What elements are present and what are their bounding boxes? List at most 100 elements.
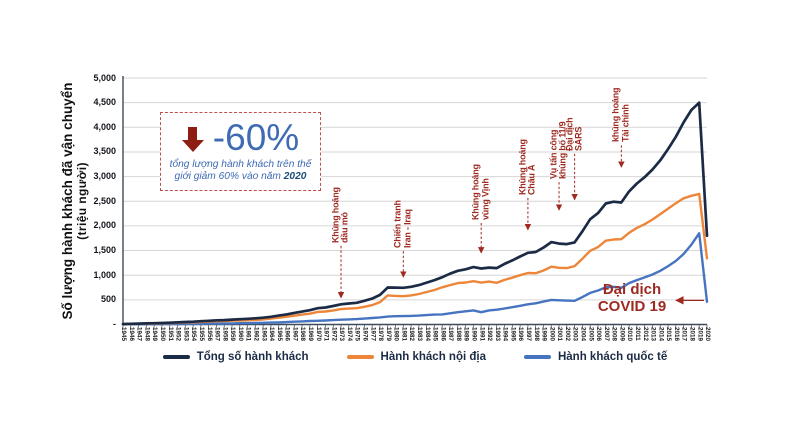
x-tick-2016: 2016 xyxy=(672,327,680,342)
x-tick-2008: 2008 xyxy=(610,327,618,342)
x-tick-1950: 1950 xyxy=(159,327,167,342)
x-tick-1994: 1994 xyxy=(501,327,509,342)
annotation-1997: Khủng hoảng Châu Á xyxy=(517,139,537,195)
annotation-2009: khủng hoảng Tài chính xyxy=(610,87,631,143)
y-tick-1500: 1,500 xyxy=(93,245,116,256)
x-tick-1956: 1956 xyxy=(205,327,213,342)
x-tick-1961: 1961 xyxy=(244,327,252,342)
x-tick-1986: 1986 xyxy=(439,327,447,342)
annotation-text: Iran - Iraq xyxy=(402,209,413,249)
x-tick-1963: 1963 xyxy=(260,327,268,342)
x-tick-1987: 1987 xyxy=(447,327,455,342)
y-tick-3500: 3,500 xyxy=(93,146,116,157)
callout-line1: tổng lượng hành khách trên thế xyxy=(169,158,312,170)
annotation-text: Chiến tranh xyxy=(392,200,403,249)
x-tick-2020: 2020 xyxy=(704,327,712,342)
x-tick-2019: 2019 xyxy=(696,327,704,342)
legend-item-international: Hành khách quốc tế xyxy=(523,351,668,363)
x-tick-2005: 2005 xyxy=(587,327,595,342)
x-tick-1946: 1946 xyxy=(127,327,135,342)
legend: Tổng số hành khách Hành khách nội địa Hà… xyxy=(123,351,707,363)
callout-covid-drop: -60% tổng lượng hành khách trên thế giới… xyxy=(160,112,321,191)
x-tick-1976: 1976 xyxy=(361,327,369,342)
x-tick-2009: 2009 xyxy=(618,327,626,342)
y-tick-0: - xyxy=(113,319,116,329)
annotation-text: khủng hoảng xyxy=(610,87,621,143)
x-tick-1974: 1974 xyxy=(345,327,353,342)
y-tick-3000: 3,000 xyxy=(93,171,116,182)
x-tick-1981: 1981 xyxy=(400,327,408,342)
callout-year: 2020 xyxy=(283,171,307,182)
x-tick-1999: 1999 xyxy=(540,327,548,342)
x-tick-2013: 2013 xyxy=(649,327,657,342)
x-tick-2002: 2002 xyxy=(563,327,571,342)
annotation-2003: Đại dịch SARS xyxy=(564,117,584,150)
x-tick-1970: 1970 xyxy=(314,327,322,342)
legend-swatch-domestic xyxy=(346,355,374,359)
annotation-1991: Khủng hoảng vùng Vịnh xyxy=(470,164,491,220)
x-tick-1965: 1965 xyxy=(275,327,283,342)
callout-description: tổng lượng hành khách trên thế giới giảm… xyxy=(170,159,312,183)
x-tick-1997: 1997 xyxy=(525,327,532,342)
x-tick-1955: 1955 xyxy=(197,327,205,342)
x-tick-1951: 1951 xyxy=(166,327,174,342)
legend-swatch-international xyxy=(523,355,551,359)
y-tick-2000: 2,000 xyxy=(93,220,116,231)
x-tick-2017: 2017 xyxy=(680,327,688,342)
x-tick-1989: 1989 xyxy=(462,327,470,342)
x-tick-1984: 1984 xyxy=(423,327,431,342)
x-tick-2000: 2000 xyxy=(548,327,556,342)
down-arrow-icon xyxy=(181,126,204,152)
annotation-text: vùng Vịnh xyxy=(480,178,491,220)
x-tick-1948: 1948 xyxy=(143,327,151,342)
legend-label-international: Hành khách quốc tế xyxy=(557,351,668,363)
x-tick-1962: 1962 xyxy=(252,327,260,342)
x-tick-2001: 2001 xyxy=(556,327,564,342)
annotation-1981: Chiến tranh Iran - Iraq xyxy=(392,200,413,249)
x-tick-1977: 1977 xyxy=(369,327,377,342)
x-tick-1998: 1998 xyxy=(532,327,540,342)
x-tick-1992: 1992 xyxy=(486,327,494,342)
x-tick-1954: 1954 xyxy=(190,327,198,342)
y-tick-2500: 2,500 xyxy=(93,195,116,206)
callout-headline: -60% xyxy=(181,116,300,158)
legend-label-domestic: Hành khách nội địa xyxy=(380,351,486,363)
annotation-text: Tài chính xyxy=(620,104,631,143)
covid-label: Đại dịch COVID 19 xyxy=(582,281,682,316)
x-tick-1980: 1980 xyxy=(392,327,400,342)
x-tick-2006: 2006 xyxy=(595,327,603,342)
x-tick-1968: 1968 xyxy=(299,327,307,342)
x-tick-2004: 2004 xyxy=(579,327,587,342)
y-tick-4500: 4,500 xyxy=(93,97,116,108)
x-tick-1967: 1967 xyxy=(291,327,299,342)
x-tick-2014: 2014 xyxy=(657,327,665,342)
x-tick-2018: 2018 xyxy=(688,327,696,342)
x-tick-1979: 1979 xyxy=(384,327,392,342)
x-tick-1952: 1952 xyxy=(174,327,182,342)
x-tick-1966: 1966 xyxy=(283,327,291,342)
callout-percent: -60% xyxy=(212,116,300,158)
legend-item-total: Tổng số hành khách xyxy=(162,351,309,363)
x-tick-1958: 1958 xyxy=(221,327,229,342)
x-tick-1953: 1953 xyxy=(182,327,190,342)
x-tick-1971: 1971 xyxy=(322,327,330,342)
annotation-text: Khủng hoảng xyxy=(470,164,481,220)
x-tick-1945: 1945 xyxy=(120,327,128,342)
x-tick-1991: 1991 xyxy=(478,327,486,342)
x-tick-1972: 1972 xyxy=(330,327,338,342)
x-tick-1947: 1947 xyxy=(135,327,143,342)
callout-line2: giới giảm 60% vào năm xyxy=(174,171,281,182)
x-tick-1959: 1959 xyxy=(229,327,237,342)
x-tick-1996: 1996 xyxy=(517,327,525,342)
y-tick-500: 500 xyxy=(100,294,116,305)
y-tick-5000: 5,000 xyxy=(93,72,116,83)
x-tick-2007: 2007 xyxy=(602,327,610,342)
annotation-text: Châu Á xyxy=(526,164,537,195)
legend-item-domestic: Hành khách nội địa xyxy=(346,351,486,363)
x-tick-2015: 2015 xyxy=(665,327,673,342)
x-tick-1973: 1973 xyxy=(338,327,346,342)
x-tick-1975: 1975 xyxy=(353,327,361,342)
legend-label-total: Tổng số hành khách xyxy=(196,351,309,363)
